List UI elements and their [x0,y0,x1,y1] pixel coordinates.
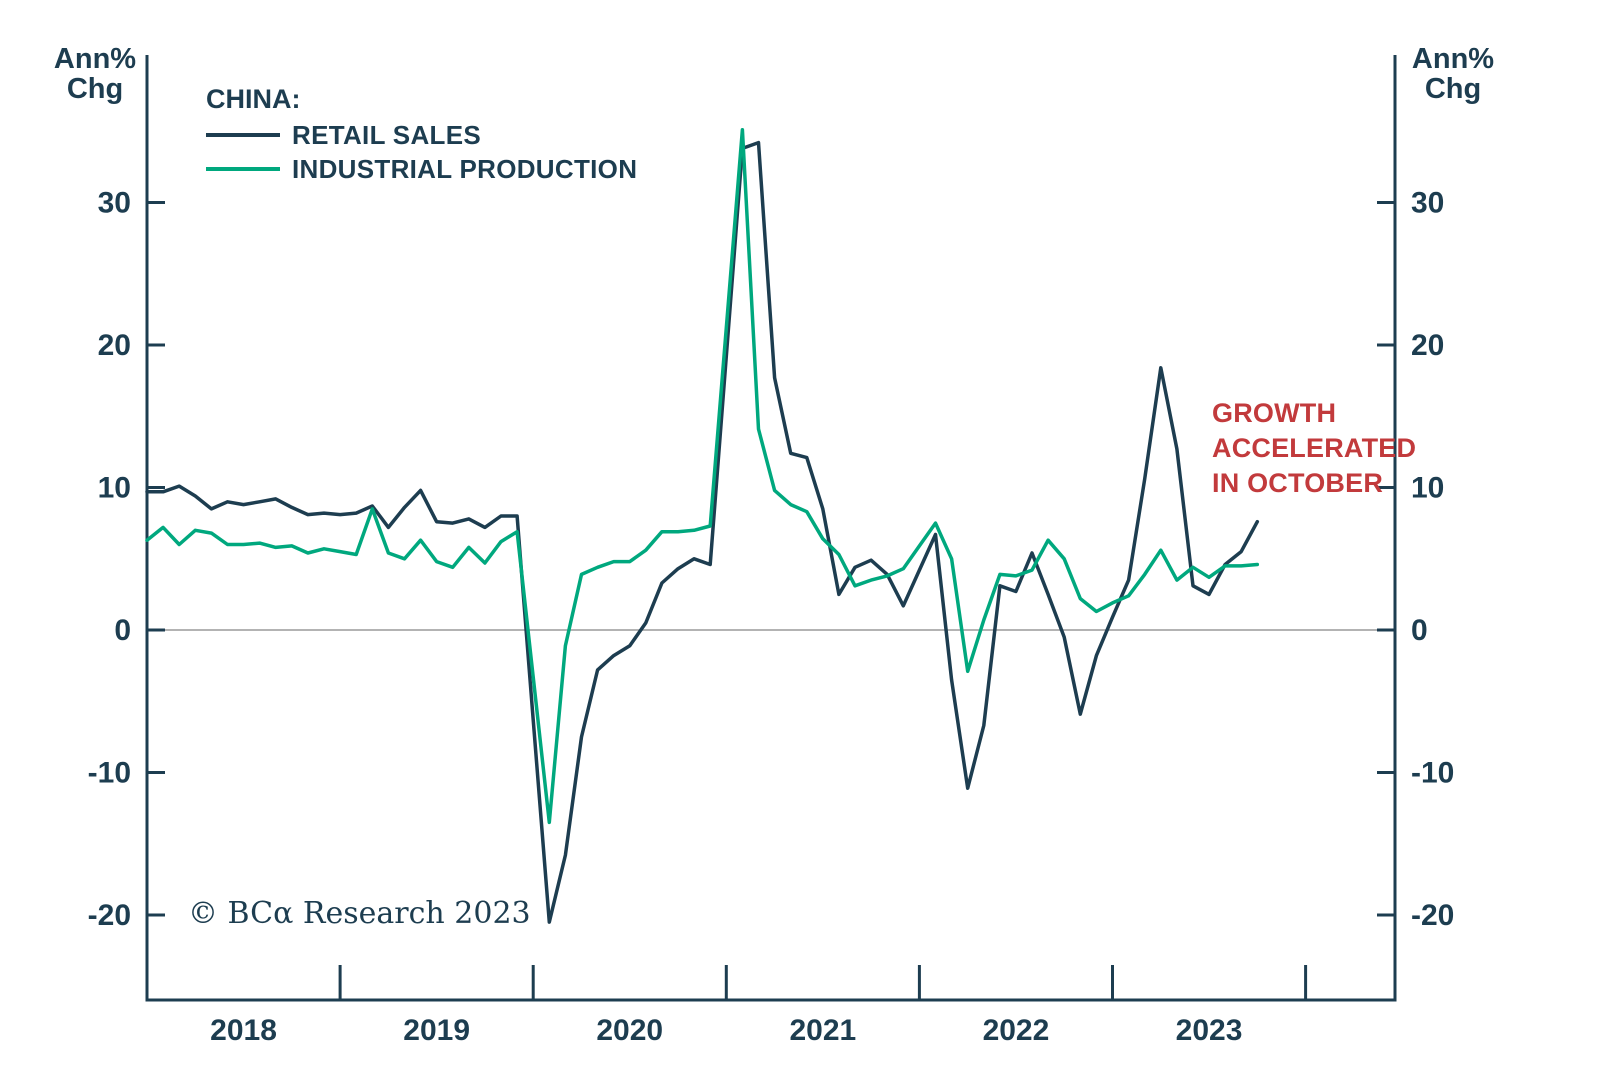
y-tick-label-left: -20 [88,899,131,932]
legend-item-retail-sales: RETAIL SALES [206,119,637,150]
x-tick-label: 2021 [789,1014,856,1047]
y-axis-unit-right: Ann% Chg [1411,43,1495,106]
x-tick-label: 2020 [596,1014,663,1047]
legend-swatch-industrial-production [206,167,280,171]
y-tick-label-left: 20 [98,329,131,362]
y-tick-label-right: 0 [1411,614,1428,647]
y-tick-label-right: 20 [1411,329,1444,362]
y-tick-label-right: -20 [1411,899,1454,932]
y-tick-label-left: 30 [98,187,131,220]
x-tick-label: 2019 [403,1014,470,1047]
y-tick-label-right: 10 [1411,472,1444,505]
legend-title: CHINA: [206,84,301,114]
y-axis-unit-left: Ann% Chg [53,43,137,106]
y-tick-label-right: 30 [1411,187,1444,220]
copyright-text: © BCα Research 2023 [188,896,531,931]
series-line-industrial-production [145,128,1260,825]
y-tick-label-right: -10 [1411,757,1454,790]
series-line-retail-sales [145,140,1260,924]
legend-swatch-retail-sales [206,133,280,137]
x-tick-label: 2023 [1176,1014,1243,1047]
legend-label-industrial-production: INDUSTRIAL PRODUCTION [292,153,638,184]
x-tick-label: 2022 [983,1014,1050,1047]
annotation-growth-accelerated: GROWTH ACCELERATED IN OCTOBER [1212,398,1417,499]
legend-item-industrial-production: INDUSTRIAL PRODUCTION [206,153,638,184]
y-tick-label-left: 10 [98,472,131,505]
y-tick-label-left: 0 [114,614,131,647]
legend-label-retail-sales: RETAIL SALES [292,119,481,150]
y-tick-label-left: -10 [88,757,131,790]
axis-frame [145,55,1397,1002]
x-tick-label: 2018 [210,1014,277,1047]
legend: CHINA: RETAIL SALES INDUSTRIAL PRODUCTIO… [206,84,638,184]
